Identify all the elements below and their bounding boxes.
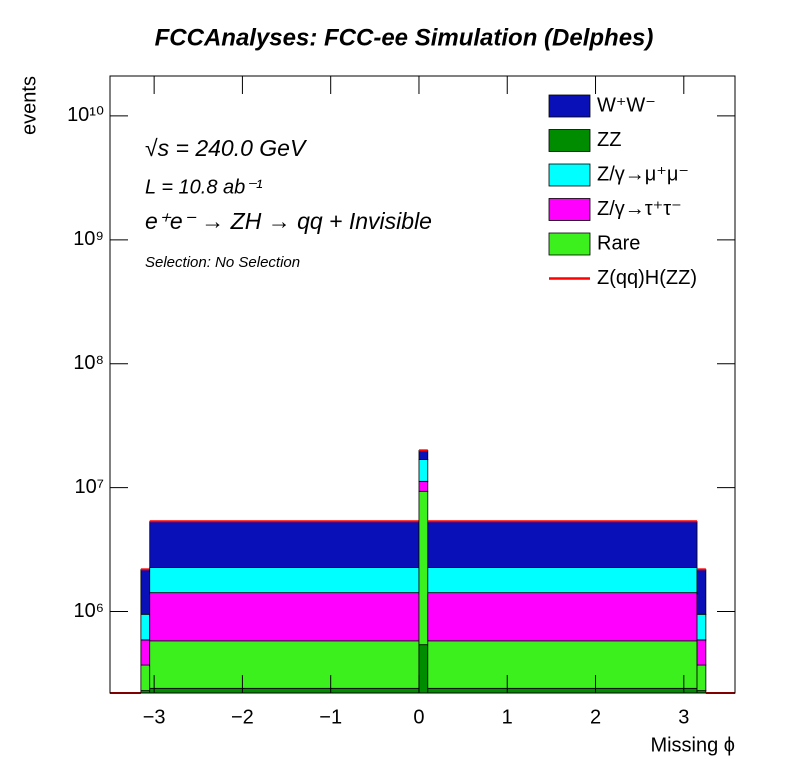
histogram-bar: [140, 664, 151, 692]
legend-swatch: [548, 163, 591, 187]
histogram-bar: [418, 644, 429, 694]
histogram-bar: [696, 569, 707, 615]
y-tick-label: 10¹⁰: [67, 104, 104, 126]
histogram-bar: [427, 687, 698, 694]
histogram-bar: [427, 567, 698, 594]
x-tick-label: 0: [413, 706, 424, 728]
histogram-bar: [696, 664, 707, 692]
annotation: e⁺e⁻ → ZH → qq + Invisible: [145, 208, 432, 234]
legend-swatch: [548, 94, 591, 118]
histogram-bar: [418, 490, 429, 646]
plot-frame: [109, 75, 736, 694]
x-tick-label: 3: [678, 706, 689, 728]
histogram-bar: [427, 521, 698, 568]
histogram-bar: [696, 613, 707, 641]
x-tick-label: 1: [502, 706, 513, 728]
histogram-bar: [149, 640, 420, 689]
histogram-bar: [140, 569, 151, 615]
annotation: L = 10.8 ab⁻¹: [145, 176, 263, 198]
y-tick-label: 10⁶: [74, 600, 104, 622]
histogram-bar: [140, 613, 151, 641]
histogram-bar: [149, 521, 420, 568]
histogram-bar: [418, 480, 429, 492]
y-tick-label: 10⁹: [73, 228, 104, 250]
histogram-bar: [149, 567, 420, 594]
chart-title: FCCAnalyses: FCC-ee Simulation (Delphes): [155, 24, 654, 51]
y-tick-label: 10⁷: [75, 476, 104, 498]
y-axis-label: events: [18, 76, 40, 135]
legend-label: Z(qq)H(ZZ): [597, 267, 697, 289]
histogram-bar: [427, 640, 698, 689]
x-tick-label: 2: [590, 706, 601, 728]
x-tick-label: −2: [231, 706, 254, 728]
x-axis-label: Missing ϕ: [650, 734, 735, 756]
histogram-bar: [149, 592, 420, 642]
legend-swatch: [548, 198, 591, 221]
legend-label: ZZ: [597, 129, 621, 151]
x-tick-label: −3: [143, 706, 166, 728]
legend-label: W⁺W⁻: [597, 94, 656, 116]
histogram-bar: [696, 639, 707, 666]
annotation: Selection: No Selection: [145, 254, 300, 271]
legend-label: Z/γ→τ⁺τ⁻: [597, 198, 682, 220]
histogram-bar: [140, 639, 151, 666]
y-tick-label: 10⁸: [73, 352, 104, 374]
legend-swatch: [548, 129, 591, 152]
histogram-bar: [418, 450, 429, 460]
x-tick-label: −1: [319, 706, 342, 728]
legend-label: Z/γ→μ⁺μ⁻: [597, 163, 689, 185]
histogram-bar: [418, 459, 429, 482]
legend-swatch: [548, 232, 591, 256]
histogram-bar: [149, 687, 420, 694]
annotation: √s = 240.0 GeV: [145, 135, 308, 161]
histogram-bar: [427, 592, 698, 642]
legend-label: Rare: [597, 232, 640, 254]
